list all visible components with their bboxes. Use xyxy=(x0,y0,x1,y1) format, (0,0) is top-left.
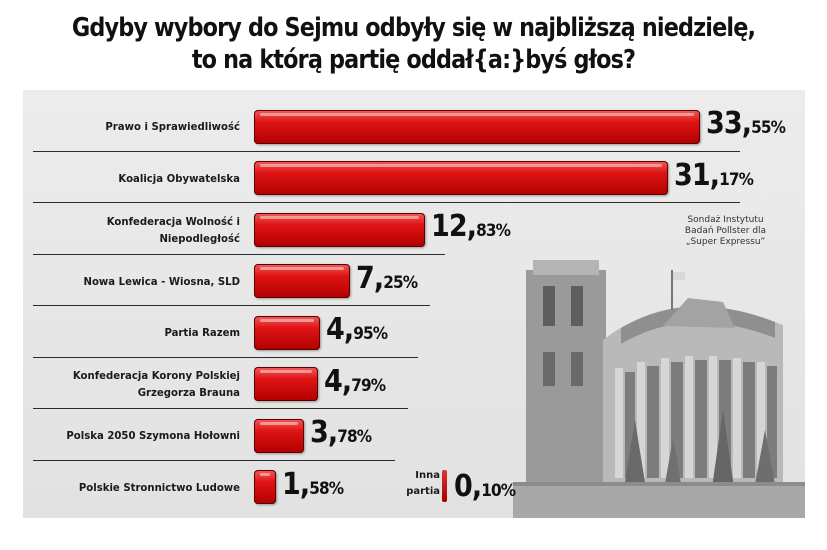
bar xyxy=(254,418,305,453)
bar xyxy=(254,470,276,505)
category-label-line: Konfederacja Wolność i xyxy=(106,214,240,228)
row-divider xyxy=(33,253,445,255)
category-label-wrap: Polska 2050 Szymona Hołowni xyxy=(0,411,240,461)
category-label-line: Prawo i Sprawiedliwość xyxy=(105,120,241,134)
category-label: Konfederacja Wolność i Niepodległość xyxy=(28,213,240,247)
bar-value-int: 12, xyxy=(430,209,477,244)
bar-value-int: 3, xyxy=(310,415,338,450)
bar-value-dec: 79% xyxy=(350,375,386,396)
bar-value-dec: 17% xyxy=(719,169,755,190)
category-label-line: Polska 2050 Szymona Hołowni xyxy=(66,429,240,443)
category-label-wrap: Prawo i Sprawiedliwość xyxy=(0,102,240,152)
bar-value-label: 31,17% xyxy=(674,157,755,193)
bar xyxy=(254,315,320,350)
bar xyxy=(254,161,669,196)
category-label: Koalicja Obywatelska xyxy=(28,170,240,187)
other-party-bar xyxy=(442,470,447,502)
category-label-wrap: Polskie Stronnictwo Ludowe xyxy=(0,463,240,513)
bar-value-int: 31, xyxy=(674,157,720,193)
category-label-line: Koalicja Obywatelska xyxy=(118,171,240,185)
bar-value-dec: 95% xyxy=(353,324,388,344)
bar xyxy=(254,264,351,299)
source-line-3: „Super Expressu” xyxy=(685,237,766,247)
category-label-line: Konfederacja Korony Polskiej xyxy=(72,369,240,383)
bar-value-label: 4,95% xyxy=(325,312,388,347)
bar xyxy=(254,367,318,402)
source-note: Sondaż Instytutu Badań Pollster dla „Sup… xyxy=(668,215,783,248)
bar-value-label: 3,78% xyxy=(310,415,372,450)
bar xyxy=(254,212,425,247)
bar-value-dec: 78% xyxy=(337,427,372,447)
bar-value-int: 1, xyxy=(282,466,310,502)
source-line-1: Sondaż Instytutu xyxy=(687,215,764,225)
row-divider xyxy=(33,305,430,306)
chart-title: Gdyby wybory do Sejmu odbyły się w najbl… xyxy=(58,12,769,76)
category-label: Partia Razem xyxy=(28,324,240,341)
other-party-value-label: 0,10% xyxy=(454,469,516,504)
bar-value-dec: 83% xyxy=(475,221,511,241)
other-party-label: Inna partia xyxy=(392,468,440,500)
category-label-line: Niepodległość xyxy=(159,231,240,245)
bar-value-dec: 25% xyxy=(383,272,419,293)
category-label-wrap: Koalicja Obywatelska xyxy=(0,154,240,204)
title-line-1: Gdyby wybory do Sejmu odbyły się w najbl… xyxy=(71,13,756,43)
bar-value-label: 12,83% xyxy=(430,209,511,244)
row-divider xyxy=(33,202,740,203)
category-label-wrap: Partia Razem xyxy=(0,308,240,358)
bar-value-label: 33,55% xyxy=(706,106,786,141)
row-divider xyxy=(33,356,418,358)
bar-value-dec: 58% xyxy=(309,478,344,499)
row-divider xyxy=(33,459,395,461)
category-label-wrap: Konfederacja Wolność i Niepodległość xyxy=(0,205,240,255)
other-party-label-line-1: Inna xyxy=(415,470,440,481)
category-label-wrap: Nowa Lewica - Wiosna, SLD xyxy=(0,257,240,307)
category-label-line: Partia Razem xyxy=(164,326,240,340)
other-party-label-line-2: partia xyxy=(406,486,440,497)
category-label: Polskie Stronnictwo Ludowe xyxy=(28,479,240,496)
bar-value-label: 4,79% xyxy=(323,363,386,399)
other-party-value-dec: 10% xyxy=(481,481,516,501)
bar-value-int: 7, xyxy=(356,260,384,296)
source-line-2: Badań Pollster dla xyxy=(684,226,767,236)
category-label: Nowa Lewica - Wiosna, SLD xyxy=(28,273,240,290)
bar-value-label: 1,58% xyxy=(282,466,344,502)
bar-value-label: 7,25% xyxy=(356,260,419,296)
category-label-wrap: Konfederacja Korony Polskiej Grzegorza Br… xyxy=(0,360,240,410)
bar-value-int: 4, xyxy=(325,312,354,347)
row-divider xyxy=(33,150,740,152)
category-label-line: Grzegorza Brauna xyxy=(137,386,240,400)
row-divider xyxy=(33,408,408,409)
category-label: Konfederacja Korony Polskiej Grzegorza Br… xyxy=(28,367,240,401)
title-line-2: to na którą partię oddał{a:}byś głos? xyxy=(191,45,636,75)
bar-value-dec: 55% xyxy=(751,118,786,138)
category-label-line: Nowa Lewica - Wiosna, SLD xyxy=(83,274,240,288)
other-party-value-int: 0, xyxy=(454,469,482,504)
bar-value-int: 33, xyxy=(706,106,752,141)
bar-value-int: 4, xyxy=(323,363,352,399)
category-label: Polska 2050 Szymona Hołowni xyxy=(28,427,240,444)
category-label: Prawo i Sprawiedliwość xyxy=(28,118,240,135)
category-label-line: Polskie Stronnictwo Ludowe xyxy=(78,480,240,494)
bar xyxy=(254,109,700,144)
